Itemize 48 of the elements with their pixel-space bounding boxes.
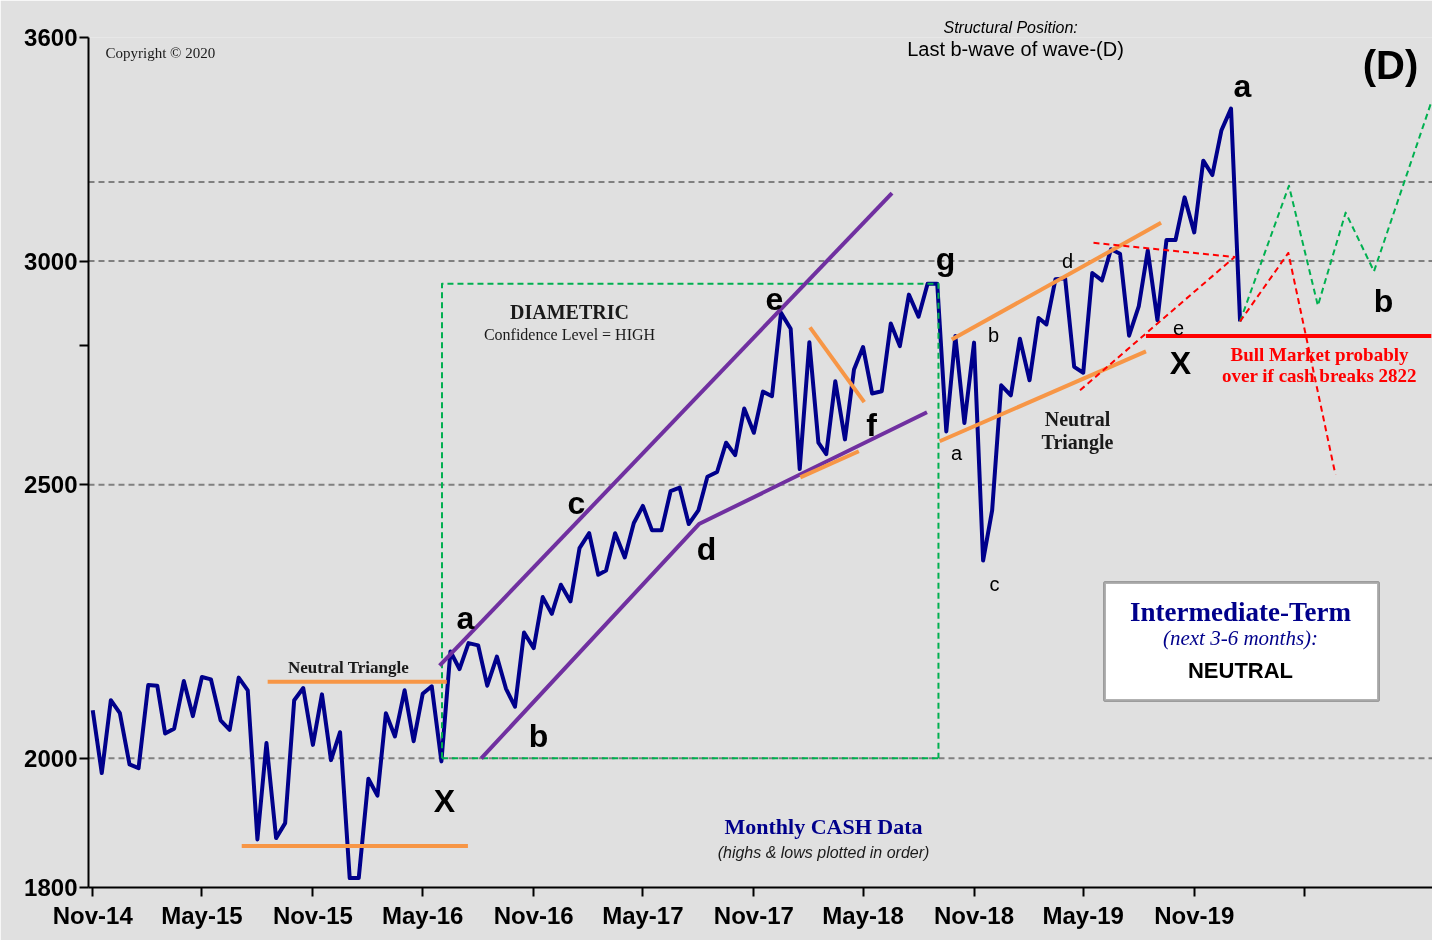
x-tick-label: May-19	[1042, 901, 1124, 929]
annotation: X	[1169, 344, 1192, 381]
x-tick-label: Nov-17	[713, 901, 794, 929]
annotation: X	[433, 782, 456, 819]
annotation: Copyright © 2020	[105, 44, 216, 61]
x-tick-label: Nov-16	[493, 901, 574, 929]
annotation: Neutral Triangle	[287, 658, 410, 677]
annotation: c	[989, 572, 1000, 595]
annotation: g	[935, 240, 956, 277]
x-tick-label: Nov-15	[272, 901, 353, 929]
annotation: Confidence Level = HIGH	[483, 326, 656, 343]
annotation: Intermediate-Term	[1130, 596, 1352, 627]
y-tick-label: 1800	[24, 874, 78, 901]
x-tick-label: May-15	[161, 901, 243, 929]
annotation: Monthly CASH Data	[724, 814, 923, 839]
annotation: b	[528, 717, 549, 754]
annotation: e	[765, 280, 784, 317]
annotation: (highs & lows plotted in order)	[717, 844, 930, 861]
annotation: e	[1172, 316, 1185, 339]
chart-subtitle: Structural Position:	[943, 18, 1078, 36]
annotation: over if cash breaks 2822	[1222, 365, 1417, 386]
annotation: Neutral	[1044, 407, 1111, 430]
annotation: a	[950, 441, 963, 464]
annotation: a	[1233, 67, 1252, 104]
x-tick-label: Nov-19	[1154, 901, 1235, 929]
annotation: (D)	[1362, 42, 1419, 87]
annotation: Bull Market probably	[1230, 344, 1410, 365]
annotation: d	[1061, 249, 1074, 272]
annotation: a	[456, 599, 475, 636]
annotation: DIAMETRIC	[510, 300, 629, 323]
y-tick-label: 2500	[24, 471, 78, 499]
annotation: d	[696, 530, 717, 567]
x-tick-label: May-18	[822, 901, 904, 929]
x-tick-label: May-16	[382, 901, 464, 929]
x-tick-label: Nov-14	[52, 901, 134, 929]
annotation: (next 3-6 months):	[1162, 625, 1319, 650]
annotation: b	[987, 323, 1000, 346]
y-tick-label: 3600	[24, 24, 78, 51]
annotation: c	[567, 484, 586, 521]
y-tick-label: 2000	[24, 744, 78, 772]
annotation: f	[866, 406, 878, 443]
x-tick-label: May-17	[602, 901, 684, 929]
annotation: b	[1373, 282, 1394, 319]
annotation: NEUTRAL	[1187, 658, 1294, 683]
x-tick-label: Nov-18	[934, 901, 1015, 929]
chart-title: Last b-wave of wave-(D)	[907, 37, 1124, 60]
y-tick-label: 3000	[24, 247, 78, 275]
annotation: Triangle	[1041, 430, 1114, 454]
